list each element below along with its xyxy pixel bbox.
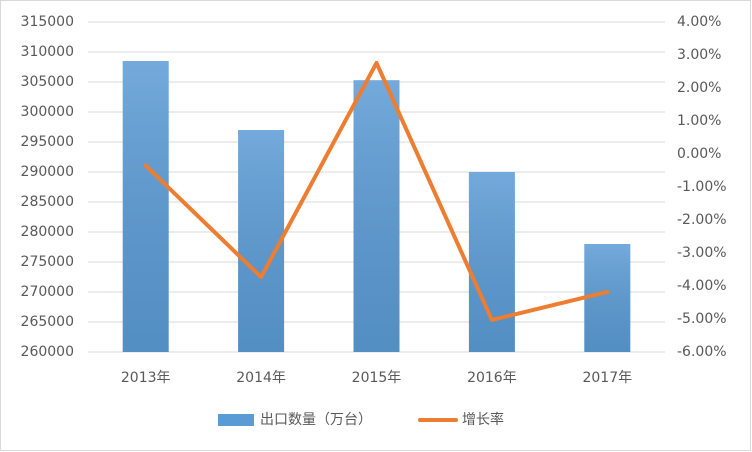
y-tick-label: 300000 — [21, 104, 74, 120]
y2-tick-label: 0.00% — [677, 146, 721, 162]
line — [143, 60, 610, 322]
legend-swatch — [218, 414, 254, 426]
y2-tick-label: 3.00% — [677, 47, 721, 63]
y-tick-label: 295000 — [21, 134, 74, 150]
y-tick-label: 285000 — [21, 194, 74, 210]
y-tick-label: 265000 — [21, 314, 74, 330]
y2-tick-label: -1.00% — [677, 179, 727, 195]
bar-shade — [238, 130, 285, 352]
bar-shade — [468, 172, 515, 352]
y2-tick-label: 1.00% — [677, 113, 721, 129]
y-tick-label: 280000 — [21, 224, 74, 240]
y-tick-label: 290000 — [21, 164, 74, 180]
y2-tick-label: -4.00% — [677, 278, 727, 294]
y2-tick-label: -6.00% — [677, 344, 727, 360]
bar-shade — [122, 61, 169, 352]
legend-label: 增长率 — [462, 411, 504, 428]
y-tick-label: 275000 — [21, 254, 74, 270]
y-tick-label: 315000 — [21, 14, 74, 30]
y2-tick-label: 2.00% — [677, 80, 721, 96]
y2-tick-label: -2.00% — [677, 212, 727, 228]
x-tick-label: 2015年 — [352, 370, 402, 386]
bar-shade — [353, 80, 400, 352]
x-tick-label: 2016年 — [467, 370, 517, 386]
y-tick-label: 270000 — [21, 284, 74, 300]
x-tick-label: 2017年 — [582, 370, 632, 386]
x-tick-label: 2014年 — [236, 370, 286, 386]
y2-tick-label: -3.00% — [677, 245, 727, 261]
y-tick-label: 260000 — [21, 344, 74, 360]
y-tick-label: 305000 — [21, 74, 74, 90]
y2-tick-label: -5.00% — [677, 311, 727, 327]
legend-label: 出口数量（万台） — [260, 412, 372, 428]
y-tick-label: 310000 — [21, 44, 74, 60]
bar-shade — [584, 244, 631, 352]
y2-tick-label: 4.00% — [677, 14, 721, 30]
x-tick-label: 2013年 — [121, 370, 171, 386]
